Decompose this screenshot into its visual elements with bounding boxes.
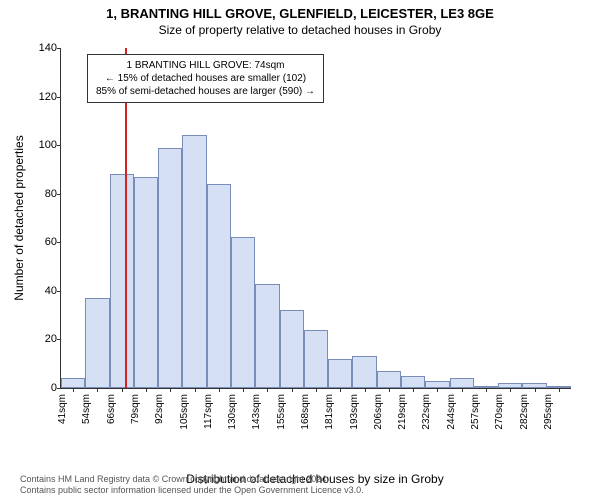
x-tick-mark <box>510 388 511 392</box>
x-tick-label: 257sqm <box>470 394 481 430</box>
x-tick-mark <box>486 388 487 392</box>
x-tick-mark <box>73 388 74 392</box>
x-tick-mark <box>219 388 220 392</box>
x-tick-label: 54sqm <box>81 394 92 424</box>
x-tick-label: 181sqm <box>324 394 335 430</box>
x-tick-label: 193sqm <box>349 394 360 430</box>
y-tick-label: 140 <box>27 42 57 54</box>
y-tick-mark <box>57 48 61 49</box>
y-tick-mark <box>57 97 61 98</box>
histogram-bar <box>255 284 279 388</box>
footer-credits: Contains HM Land Registry data © Crown c… <box>20 474 364 496</box>
histogram-chart: 1 BRANTING HILL GROVE: 74sqm ← 15% of de… <box>60 48 570 418</box>
footer-line-2: Contains public sector information licen… <box>20 485 364 496</box>
histogram-bar <box>280 310 304 388</box>
histogram-bar <box>182 135 206 388</box>
x-tick-mark <box>437 388 438 392</box>
y-tick-label: 120 <box>27 91 57 103</box>
x-tick-mark <box>340 388 341 392</box>
x-tick-label: 117sqm <box>203 394 214 429</box>
histogram-bar <box>328 359 352 388</box>
x-tick-label: 41sqm <box>57 394 68 424</box>
y-tick-mark <box>57 291 61 292</box>
histogram-bar <box>207 184 231 388</box>
x-tick-label: 105sqm <box>179 394 190 430</box>
y-tick-label: 80 <box>27 188 57 200</box>
x-tick-mark <box>146 388 147 392</box>
histogram-bar <box>450 378 474 388</box>
page-title: 1, BRANTING HILL GROVE, GLENFIELD, LEICE… <box>0 0 600 21</box>
info-box: 1 BRANTING HILL GROVE: 74sqm ← 15% of de… <box>87 54 324 103</box>
y-tick-mark <box>57 339 61 340</box>
x-tick-mark <box>170 388 171 392</box>
info-line-2: ← 15% of detached houses are smaller (10… <box>96 72 315 85</box>
x-tick-label: 66sqm <box>106 394 117 424</box>
histogram-bar <box>61 378 85 388</box>
y-tick-mark <box>57 242 61 243</box>
x-tick-mark <box>559 388 560 392</box>
histogram-bar <box>110 174 134 388</box>
x-tick-label: 270sqm <box>494 394 505 430</box>
y-tick-mark <box>57 194 61 195</box>
x-tick-mark <box>267 388 268 392</box>
y-tick-mark <box>57 388 61 389</box>
x-tick-label: 79sqm <box>130 394 141 424</box>
x-tick-mark <box>243 388 244 392</box>
x-tick-label: 295sqm <box>543 394 554 430</box>
histogram-bar <box>134 177 158 388</box>
histogram-bar <box>425 381 449 388</box>
histogram-bar <box>401 376 425 388</box>
histogram-bar <box>377 371 401 388</box>
y-tick-label: 60 <box>27 236 57 248</box>
x-tick-mark <box>462 388 463 392</box>
y-tick-mark <box>57 145 61 146</box>
y-tick-label: 20 <box>27 333 57 345</box>
x-tick-label: 168sqm <box>300 394 311 430</box>
histogram-bar <box>352 356 376 388</box>
x-tick-mark <box>97 388 98 392</box>
x-tick-mark <box>413 388 414 392</box>
x-tick-label: 130sqm <box>227 394 238 430</box>
info-line-3: 85% of semi-detached houses are larger (… <box>96 85 315 98</box>
x-tick-label: 92sqm <box>154 394 165 424</box>
x-tick-label: 155sqm <box>276 394 287 430</box>
histogram-bar <box>85 298 109 388</box>
info-line-1: 1 BRANTING HILL GROVE: 74sqm <box>96 59 315 72</box>
x-tick-mark <box>535 388 536 392</box>
page-subtitle: Size of property relative to detached ho… <box>0 21 600 37</box>
plot-area: 1 BRANTING HILL GROVE: 74sqm ← 15% of de… <box>60 48 571 389</box>
histogram-bar <box>158 148 182 388</box>
x-tick-mark <box>316 388 317 392</box>
x-tick-label: 143sqm <box>251 394 262 430</box>
x-tick-mark <box>389 388 390 392</box>
x-tick-label: 206sqm <box>373 394 384 430</box>
x-tick-label: 232sqm <box>421 394 432 430</box>
histogram-bar <box>231 237 255 388</box>
x-tick-label: 244sqm <box>446 394 457 430</box>
histogram-bar <box>304 330 328 388</box>
x-tick-label: 282sqm <box>519 394 530 430</box>
y-tick-label: 40 <box>27 285 57 297</box>
x-tick-mark <box>365 388 366 392</box>
y-tick-label: 100 <box>27 139 57 151</box>
x-tick-mark <box>292 388 293 392</box>
x-tick-mark <box>195 388 196 392</box>
x-tick-label: 219sqm <box>397 394 408 430</box>
x-tick-mark <box>122 388 123 392</box>
y-tick-label: 0 <box>27 382 57 394</box>
footer-line-1: Contains HM Land Registry data © Crown c… <box>20 474 364 485</box>
